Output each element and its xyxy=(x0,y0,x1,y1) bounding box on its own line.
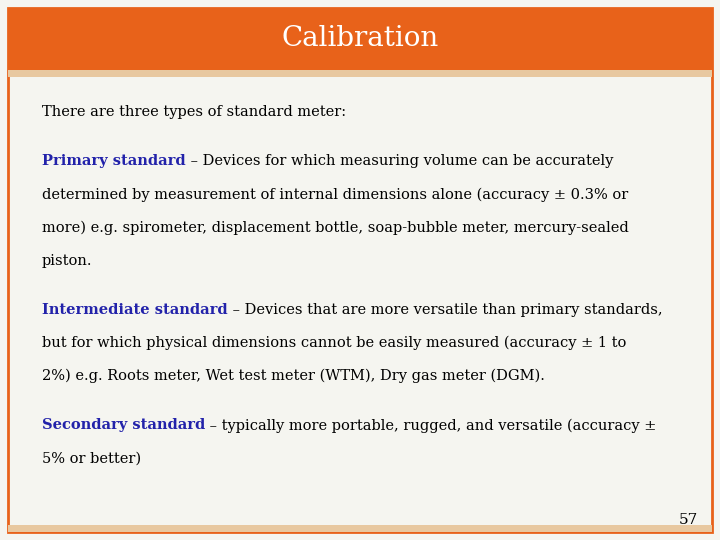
Text: Calibration: Calibration xyxy=(282,25,438,52)
Bar xyxy=(8,8,712,70)
Text: but for which physical dimensions cannot be easily measured (accuracy ± 1 to: but for which physical dimensions cannot… xyxy=(42,336,626,350)
Bar xyxy=(8,70,712,77)
Text: 57: 57 xyxy=(679,513,698,527)
Text: Secondary standard: Secondary standard xyxy=(42,418,205,433)
Text: There are three types of standard meter:: There are three types of standard meter: xyxy=(42,105,346,119)
Text: piston.: piston. xyxy=(42,253,92,267)
Bar xyxy=(8,525,712,532)
Text: – Devices that are more versatile than primary standards,: – Devices that are more versatile than p… xyxy=(228,303,662,317)
Text: more) e.g. spirometer, displacement bottle, soap-bubble meter, mercury-sealed: more) e.g. spirometer, displacement bott… xyxy=(42,220,629,235)
Text: – typically more portable, rugged, and versatile (accuracy ±: – typically more portable, rugged, and v… xyxy=(205,418,657,433)
Text: 2%) e.g. Roots meter, Wet test meter (WTM), Dry gas meter (DGM).: 2%) e.g. Roots meter, Wet test meter (WT… xyxy=(42,369,545,383)
Text: Primary standard: Primary standard xyxy=(42,154,186,168)
Text: Intermediate standard: Intermediate standard xyxy=(42,303,228,317)
Text: 5% or better): 5% or better) xyxy=(42,451,141,465)
Text: determined by measurement of internal dimensions alone (accuracy ± 0.3% or: determined by measurement of internal di… xyxy=(42,187,629,202)
Text: – Devices for which measuring volume can be accurately: – Devices for which measuring volume can… xyxy=(186,154,613,168)
